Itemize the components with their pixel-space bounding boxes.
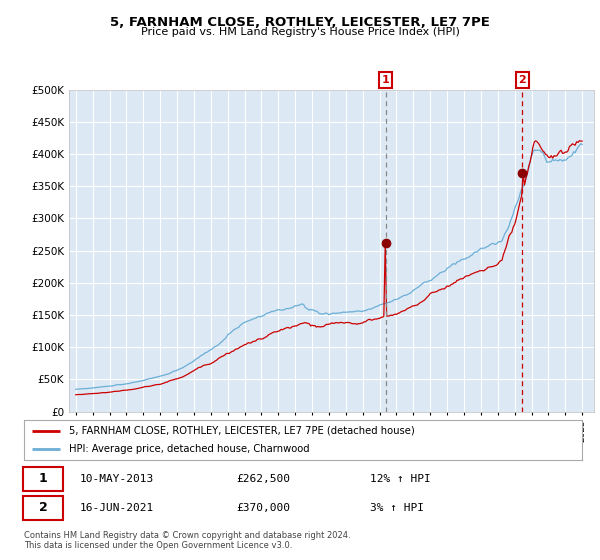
Text: 16-JUN-2021: 16-JUN-2021 — [80, 503, 154, 513]
Text: 3% ↑ HPI: 3% ↑ HPI — [370, 503, 424, 513]
Text: 5, FARNHAM CLOSE, ROTHLEY, LEICESTER, LE7 7PE: 5, FARNHAM CLOSE, ROTHLEY, LEICESTER, LE… — [110, 16, 490, 29]
Text: Price paid vs. HM Land Registry's House Price Index (HPI): Price paid vs. HM Land Registry's House … — [140, 27, 460, 37]
Text: £262,500: £262,500 — [236, 474, 290, 484]
Text: 12% ↑ HPI: 12% ↑ HPI — [370, 474, 431, 484]
Text: 2: 2 — [38, 501, 47, 515]
Text: 1: 1 — [382, 75, 389, 85]
Text: £370,000: £370,000 — [236, 503, 290, 513]
Text: 1: 1 — [38, 472, 47, 486]
Text: 5, FARNHAM CLOSE, ROTHLEY, LEICESTER, LE7 7PE (detached house): 5, FARNHAM CLOSE, ROTHLEY, LEICESTER, LE… — [68, 426, 415, 436]
Text: 2: 2 — [518, 75, 526, 85]
Text: 10-MAY-2013: 10-MAY-2013 — [80, 474, 154, 484]
Text: HPI: Average price, detached house, Charnwood: HPI: Average price, detached house, Char… — [68, 445, 309, 454]
FancyBboxPatch shape — [23, 496, 63, 520]
Text: Contains HM Land Registry data © Crown copyright and database right 2024.
This d: Contains HM Land Registry data © Crown c… — [24, 531, 350, 550]
FancyBboxPatch shape — [23, 466, 63, 491]
